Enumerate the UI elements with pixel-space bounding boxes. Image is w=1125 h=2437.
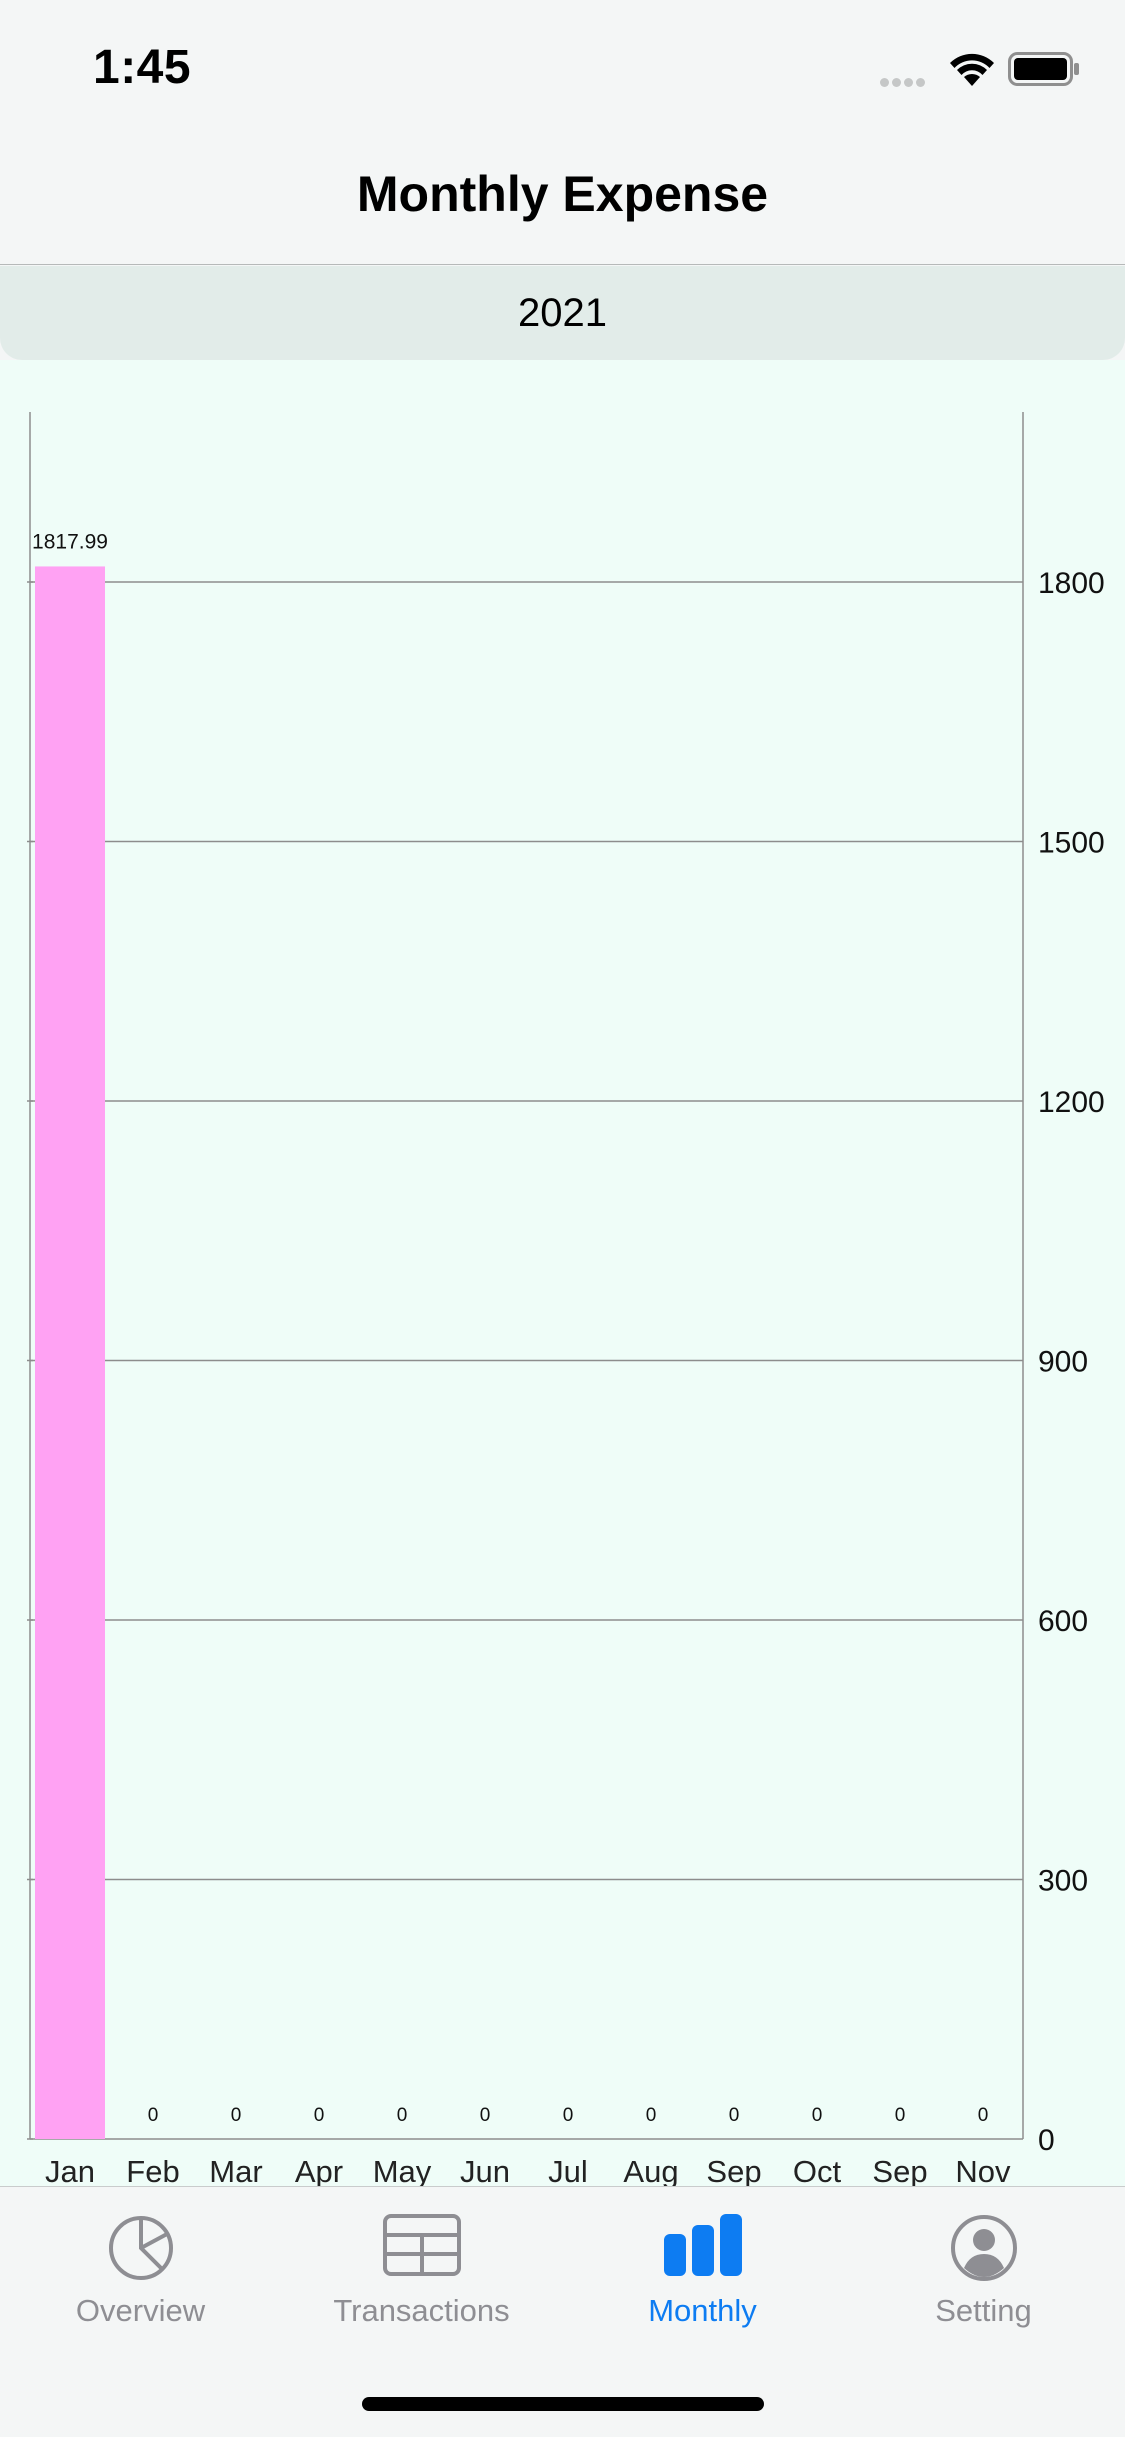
table-icon — [382, 2214, 461, 2276]
y-tick-label: 0 — [1038, 2124, 1055, 2157]
tab-overview[interactable]: Overview — [0, 2187, 281, 2357]
home-indicator — [362, 2397, 764, 2411]
bar-value-label: 1817.99 — [32, 530, 108, 553]
tab-setting[interactable]: Setting — [843, 2187, 1124, 2357]
bar-value-label: 0 — [148, 2105, 159, 2126]
tab-transactions[interactable]: Transactions — [281, 2187, 562, 2357]
x-tick-label: Jul — [548, 2154, 588, 2187]
x-tick-label: Sep — [706, 2154, 761, 2187]
x-tick-label: Mar — [209, 2154, 262, 2187]
y-tick-label: 1200 — [1038, 1086, 1105, 1119]
x-tick-label: Jan — [45, 2154, 95, 2187]
status-time: 1:45 — [93, 41, 192, 94]
monthly-expense-chart: 0 300 600 900 1200 1500 1800 1817.99 Jan 0 Feb 0 Mar… — [0, 360, 1125, 2187]
y-tick-label: 900 — [1038, 1346, 1088, 1379]
y-tick-label: 600 — [1038, 1605, 1088, 1638]
x-tick-label: Apr — [295, 2154, 343, 2187]
tab-setting-label: Setting — [935, 2293, 1032, 2328]
bar-value-label: 0 — [729, 2105, 740, 2126]
bar-value-label: 0 — [978, 2105, 989, 2126]
battery-icon — [1008, 52, 1079, 86]
cellular-signal-icon — [880, 74, 928, 92]
nav-divider — [0, 264, 1125, 265]
tab-overview-label: Overview — [75, 2293, 206, 2328]
tab-monthly-label: Monthly — [648, 2293, 757, 2328]
y-tick-label: 1500 — [1038, 827, 1105, 860]
x-tick-label: May — [373, 2154, 432, 2187]
bar-value-label: 0 — [895, 2105, 906, 2126]
bar-value-label: 0 — [646, 2105, 657, 2126]
wifi-icon — [950, 53, 994, 86]
y-tick-label: 1800 — [1038, 567, 1105, 600]
bar-value-label: 0 — [397, 2105, 408, 2126]
bar-value-label: 0 — [231, 2105, 242, 2126]
status-bar: 1:45 — [0, 0, 1125, 132]
x-tick-label: Aug — [623, 2154, 678, 2187]
x-tick-label: Jun — [460, 2154, 510, 2187]
bar-chart: 0 300 600 900 1200 1500 1800 1817.99 Jan 0 Feb 0 Mar… — [27, 412, 1105, 2187]
x-tick-label: Sep — [872, 2154, 927, 2187]
bar-value-label: 0 — [480, 2105, 491, 2126]
tab-bar: Overview Transactions Monthly Setting — [0, 2186, 1125, 2437]
page-title: Monthly Expense — [356, 166, 769, 222]
tab-transactions-label: Transactions — [333, 2293, 510, 2328]
year-selector[interactable]: 2021 — [0, 266, 1125, 360]
tab-monthly[interactable]: Monthly — [562, 2187, 843, 2357]
x-tick-label: Oct — [793, 2154, 842, 2187]
bar-value-label: 0 — [314, 2105, 325, 2126]
person-circle-icon — [950, 2215, 1017, 2281]
year-label: 2021 — [518, 290, 607, 335]
bar-jan — [35, 566, 105, 2139]
bar-value-label: 0 — [812, 2105, 823, 2126]
y-tick-label: 300 — [1038, 1865, 1088, 1898]
pie-chart-icon — [108, 2216, 173, 2280]
x-tick-label: Nov — [955, 2154, 1011, 2187]
x-tick-label: Feb — [126, 2154, 179, 2187]
bar-value-label: 0 — [563, 2105, 574, 2126]
bar-chart-icon — [663, 2214, 742, 2276]
